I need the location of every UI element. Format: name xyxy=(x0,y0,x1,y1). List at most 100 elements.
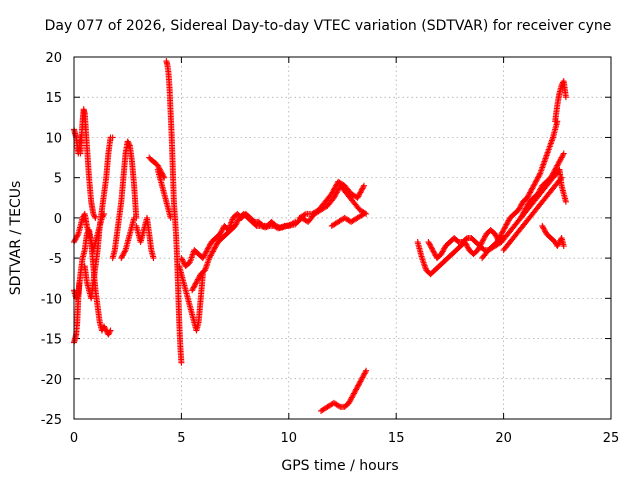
data-point xyxy=(178,359,185,366)
data-point xyxy=(357,378,364,385)
data-point xyxy=(234,218,241,225)
data-point xyxy=(328,190,335,197)
data-point xyxy=(539,222,546,229)
data-point xyxy=(515,206,522,213)
data-point xyxy=(355,192,362,199)
data-point xyxy=(200,253,207,260)
data-point xyxy=(522,205,529,212)
data-point xyxy=(209,249,216,256)
data-point xyxy=(492,230,499,237)
data-point xyxy=(524,193,531,200)
data-point xyxy=(102,326,109,333)
series-track-f xyxy=(81,134,116,302)
data-point xyxy=(203,248,210,255)
data-point xyxy=(359,374,366,381)
data-point xyxy=(131,214,138,221)
series-track-o xyxy=(189,210,299,294)
data-point xyxy=(527,188,534,195)
data-point xyxy=(355,382,362,389)
data-point xyxy=(534,176,541,183)
data-point xyxy=(554,162,561,169)
data-point xyxy=(429,247,436,254)
data-point xyxy=(194,276,201,283)
data-point xyxy=(348,395,355,402)
data-point xyxy=(351,389,358,396)
data-point xyxy=(555,241,562,248)
data-point xyxy=(526,190,533,197)
data-point xyxy=(348,394,355,401)
data-point xyxy=(521,208,528,215)
data-point xyxy=(492,232,499,239)
data-point xyxy=(556,158,563,165)
data-point xyxy=(201,252,208,259)
data-point xyxy=(531,181,538,188)
data-point xyxy=(431,249,438,256)
data-point xyxy=(179,257,186,264)
data-point xyxy=(205,244,212,251)
data-point xyxy=(125,139,132,146)
data-point xyxy=(523,204,530,211)
data-point xyxy=(196,273,203,280)
data-point xyxy=(199,255,206,262)
data-point xyxy=(524,201,531,208)
data-point xyxy=(71,237,78,244)
x-tick-label: 10 xyxy=(281,431,298,446)
data-point xyxy=(548,173,555,180)
data-point xyxy=(555,161,562,168)
data-point xyxy=(208,251,215,258)
data-point xyxy=(558,154,565,161)
data-point xyxy=(213,241,220,248)
series-track-q xyxy=(296,178,367,221)
data-point xyxy=(118,255,125,262)
data-point xyxy=(76,279,83,286)
data-point xyxy=(352,387,359,394)
series-track-h xyxy=(133,214,157,262)
data-point xyxy=(218,228,225,235)
data-point xyxy=(529,184,536,191)
data-point xyxy=(219,226,226,233)
y-tick-label: 5 xyxy=(54,172,62,187)
data-point xyxy=(73,233,80,240)
data-point xyxy=(549,171,556,178)
data-point xyxy=(357,189,364,196)
data-point xyxy=(520,209,527,216)
data-point xyxy=(209,248,216,255)
y-tick-label: -20 xyxy=(41,373,62,388)
data-point xyxy=(439,249,446,256)
data-point xyxy=(555,159,562,166)
data-point xyxy=(532,180,539,187)
data-point xyxy=(346,398,353,405)
y-tick-label: 15 xyxy=(45,91,62,106)
data-point xyxy=(118,253,125,260)
data-point xyxy=(232,222,239,229)
data-point xyxy=(430,248,437,255)
data-point xyxy=(518,213,525,220)
data-point xyxy=(439,248,446,255)
data-point xyxy=(560,150,567,157)
data-point xyxy=(529,185,536,192)
data-point xyxy=(363,367,370,374)
data-point xyxy=(358,377,365,384)
series-track-s xyxy=(318,367,370,414)
data-point xyxy=(501,225,508,232)
data-point xyxy=(503,221,510,228)
data-point xyxy=(516,205,523,212)
data-point xyxy=(361,370,368,377)
data-point xyxy=(524,202,531,209)
plot-frame xyxy=(73,56,612,420)
data-point xyxy=(202,251,209,258)
data-point xyxy=(474,247,481,254)
data-point xyxy=(207,241,214,248)
chart-title: Day 077 of 2026, Sidereal Day-to-day VTE… xyxy=(45,18,612,34)
data-point xyxy=(534,190,541,197)
data-point xyxy=(528,186,535,193)
data-point xyxy=(533,177,540,184)
points-layer xyxy=(71,58,569,414)
data-point xyxy=(178,255,185,262)
data-point xyxy=(426,241,433,248)
data-point xyxy=(360,371,367,378)
data-point xyxy=(333,182,340,189)
data-point xyxy=(211,245,218,252)
data-point xyxy=(193,279,200,286)
data-point xyxy=(330,194,337,201)
